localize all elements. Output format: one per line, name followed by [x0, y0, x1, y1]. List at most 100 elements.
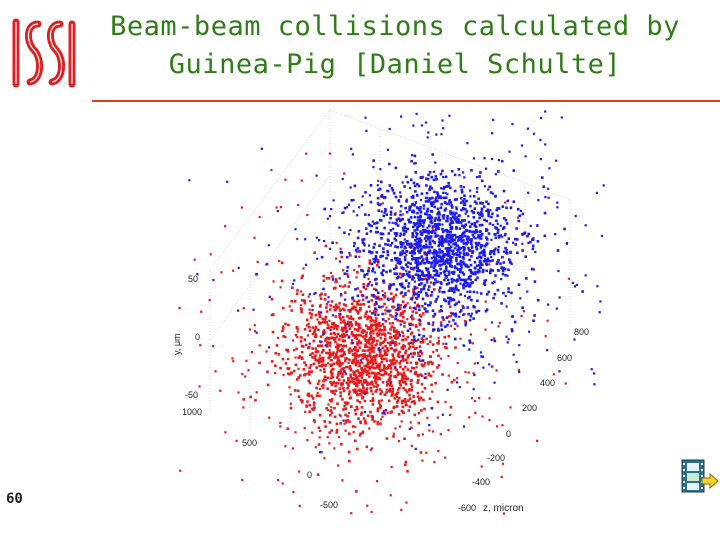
- scatter-point: [447, 270, 451, 273]
- scatter-point: [478, 260, 482, 264]
- scatter-point: [343, 206, 347, 210]
- scatter-point: [389, 244, 392, 247]
- scatter-point: [342, 285, 345, 288]
- scatter-point: [494, 247, 497, 250]
- scatter-point: [470, 397, 473, 400]
- scatter-point: [496, 425, 499, 428]
- scatter-point: [346, 315, 349, 318]
- scatter-point: [351, 425, 355, 428]
- scatter-point: [409, 246, 413, 249]
- scatter-point: [338, 338, 341, 341]
- scatter-point: [375, 231, 379, 234]
- scatter-point: [212, 279, 215, 282]
- scatter-point: [466, 241, 470, 244]
- scatter-point: [381, 373, 385, 377]
- scatter-point: [521, 212, 525, 216]
- scatter-point: [393, 336, 397, 340]
- scatter-point: [340, 293, 343, 296]
- scatter-point: [406, 265, 409, 269]
- scatter-point: [375, 317, 378, 320]
- scatter-point: [425, 234, 428, 238]
- scatter-point: [526, 127, 529, 130]
- scatter-point: [492, 296, 495, 300]
- scatter-point: [242, 307, 245, 310]
- scatter-point: [419, 315, 423, 318]
- scatter-point: [521, 249, 524, 252]
- scatter-point: [383, 372, 387, 375]
- scatter-point: [503, 217, 506, 220]
- scatter-point: [342, 303, 346, 306]
- scatter-point: [342, 389, 346, 393]
- scatter-point: [321, 349, 325, 352]
- scatter-point: [349, 254, 352, 257]
- scatter-point: [474, 241, 478, 245]
- scatter-point: [374, 379, 377, 383]
- institute-logo: [12, 18, 76, 88]
- scatter-point: [385, 257, 388, 260]
- scatter-point: [410, 400, 414, 404]
- scatter-point: [481, 270, 485, 274]
- scatter-point: [408, 397, 412, 400]
- scatter-point: [383, 226, 386, 230]
- scatter-point: [441, 223, 444, 226]
- scatter-point: [372, 332, 375, 335]
- scatter-point: [394, 221, 397, 225]
- scatter-point: [375, 320, 378, 323]
- scatter-point: [490, 365, 494, 368]
- scatter-point: [386, 309, 389, 313]
- scatter-point: [463, 344, 466, 347]
- scatter-point: [448, 239, 451, 243]
- scatter-point: [405, 250, 408, 253]
- scatter-point: [336, 324, 340, 328]
- scatter-point: [455, 252, 458, 255]
- scatter-point: [501, 205, 505, 208]
- scatter-point: [517, 219, 521, 223]
- scatter-point: [505, 206, 508, 210]
- scatter-point: [363, 276, 366, 279]
- scatter-point: [339, 294, 343, 297]
- scatter-point: [468, 341, 472, 344]
- scatter-point: [425, 213, 429, 216]
- scatter-point: [336, 345, 340, 349]
- scatter-point: [473, 222, 477, 225]
- scatter-point: [462, 313, 465, 317]
- scatter-point: [280, 279, 284, 283]
- scatter-point: [383, 349, 387, 353]
- scatter-point: [335, 327, 339, 331]
- scatter-point: [354, 346, 357, 349]
- scatter-point: [366, 315, 370, 318]
- scatter-point: [488, 363, 491, 366]
- scatter-point: [346, 206, 349, 209]
- scatter-point: [431, 390, 434, 393]
- scatter-point: [435, 196, 438, 199]
- scatter-point: [365, 391, 369, 395]
- scatter-point: [364, 287, 368, 291]
- scatter-point: [423, 212, 427, 215]
- scatter-point: [356, 343, 359, 346]
- scatter-point: [441, 169, 444, 173]
- scatter-point: [329, 308, 332, 311]
- scatter-point: [382, 279, 385, 282]
- scatter-point: [398, 342, 401, 345]
- scatter-point: [446, 193, 449, 196]
- scatter-point: [439, 260, 442, 263]
- scatter-point: [442, 127, 445, 130]
- scatter-point: [427, 232, 430, 235]
- scatter-point: [475, 247, 479, 251]
- scatter-point: [419, 230, 422, 233]
- scatter-point: [442, 262, 445, 265]
- scatter-point: [431, 239, 435, 243]
- scatter-point: [399, 213, 402, 217]
- scatter-point: [321, 363, 325, 366]
- scatter-point: [387, 232, 391, 235]
- scatter-point: [398, 258, 401, 261]
- scatter-point: [366, 326, 370, 329]
- scatter-point: [488, 185, 491, 189]
- scatter-point: [368, 262, 372, 265]
- scatter-point: [482, 282, 486, 285]
- scatter-point: [483, 250, 486, 254]
- movie-clip-icon[interactable]: [680, 458, 720, 494]
- scatter-point: [430, 175, 433, 179]
- scatter-point: [416, 263, 420, 266]
- scatter-point: [338, 302, 341, 305]
